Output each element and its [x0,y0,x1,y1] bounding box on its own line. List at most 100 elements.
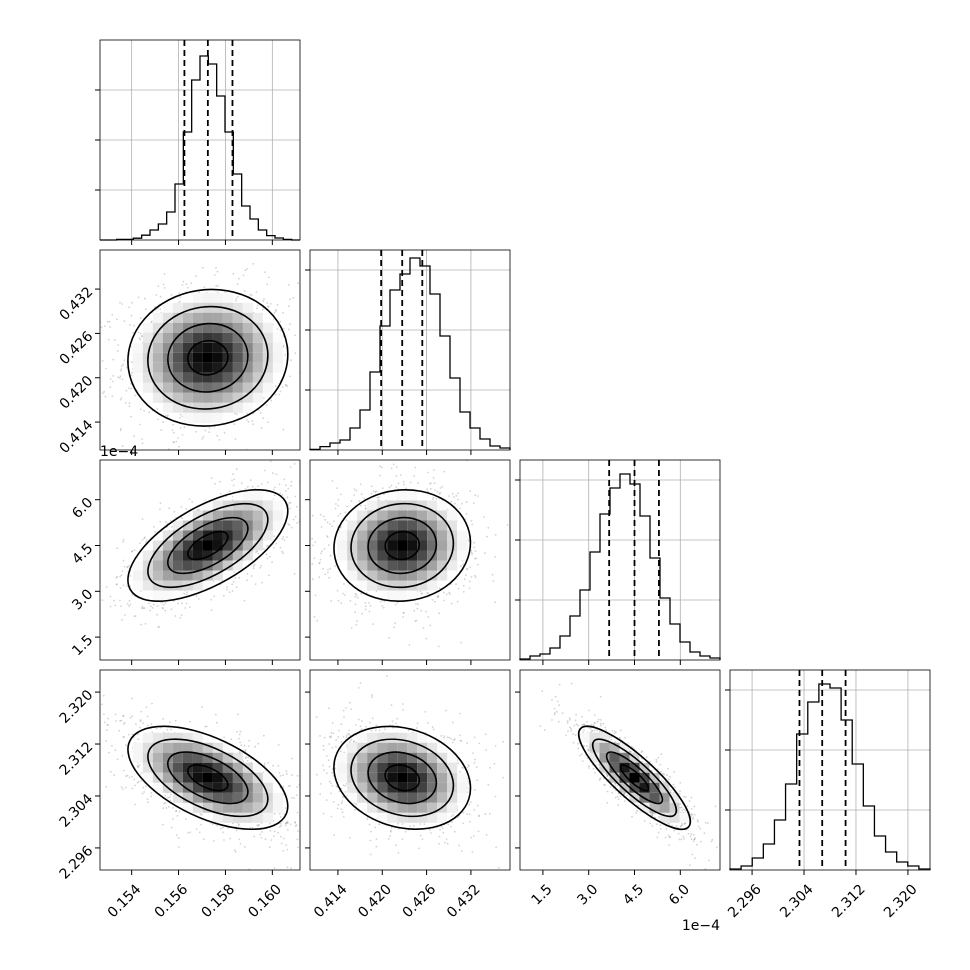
density-cell [457,530,468,541]
scatter-point [220,827,222,830]
scatter-point [123,320,126,323]
scatter-point [253,835,256,838]
scatter-point [279,320,282,323]
scatter-point [185,593,188,596]
scatter-point [173,510,176,513]
scatter-point [449,593,451,595]
scatter-point [105,586,108,588]
density-cell [222,292,233,303]
scatter-point [451,492,454,495]
scatter-point [350,627,353,629]
scatter-point [316,619,319,622]
scatter-point [420,593,423,595]
density-cell [192,292,203,303]
scatter-point [124,614,126,616]
density-cell [417,520,428,531]
scatter-point [380,600,382,603]
scatter-point [297,282,299,285]
scatter-point [281,386,284,388]
density-cell [192,312,203,323]
scatter-point [416,607,419,610]
scatter-point [91,372,93,374]
density-cell [202,332,213,343]
scatter-point [231,590,234,592]
density-cell [162,580,173,591]
scatter-point [97,731,99,733]
density-cell [367,530,378,541]
density-cell [202,510,213,521]
contour-2 [147,305,269,410]
scatter-point [284,490,287,492]
density-cell [252,312,263,323]
scatter-point [319,558,322,561]
density-cell [252,332,263,343]
scatter-point [413,475,416,477]
scatter-point [286,496,289,499]
density-cell [192,540,203,551]
scatter-point [109,378,112,380]
scatter-point [163,287,166,289]
density-cell [212,332,223,343]
density-cell [272,500,283,511]
density-cell [272,342,283,353]
density-cell [262,362,273,373]
scatter-point [359,504,362,507]
scatter-point [327,568,329,571]
scatter-point [441,485,444,488]
scatter-point [483,516,485,518]
density-cell [357,570,368,581]
scatter-point [191,500,194,503]
scatter-point [382,606,385,609]
scatter-point [125,786,127,789]
density-cells [337,490,468,601]
scatter-point [226,588,229,591]
scatter-point [349,599,352,602]
scatter-point [307,489,309,491]
scatter-point [181,284,184,286]
scatter-point [306,489,308,491]
scatter-point [289,501,292,504]
density-cell [272,362,283,373]
hist-panel-3 [725,669,931,875]
density-cell [232,372,243,383]
scatter-point [162,718,165,720]
density-cell [222,362,233,373]
scatter-point [363,497,365,500]
scatter-point [334,564,337,567]
density-cell [162,362,173,373]
scatter-point [157,418,160,421]
scatter-point [316,490,318,492]
density-cell [172,550,183,561]
contour-2 [147,502,269,589]
scatter-point [177,602,180,605]
scatter-point [296,513,298,515]
scatter-point [438,612,440,615]
density-cell [457,550,468,561]
scatter-point [340,602,343,604]
scatter-point [156,408,159,410]
scatter-point [141,438,143,440]
scatter-point [459,507,462,510]
density-cell [242,510,253,521]
contour-3 [333,488,472,603]
scatter-point [281,550,284,553]
density-cell [347,560,358,571]
density-cell [367,570,378,581]
scatter-point [426,488,429,491]
density-cell [232,530,243,541]
scatter-point [282,536,285,538]
scatter-point [197,598,200,600]
density-cell [152,352,163,363]
scatter-point [328,576,331,579]
density-cell [212,570,223,581]
scatter-point [120,365,123,367]
density-cell [192,332,203,343]
density-cell [397,540,408,551]
scatter-point [131,301,133,304]
density-cell [447,510,458,521]
density-cell [347,510,358,521]
density-cell [212,510,223,521]
density-cell [427,530,438,541]
scatter-point [278,826,281,828]
scatter-point [437,645,440,648]
